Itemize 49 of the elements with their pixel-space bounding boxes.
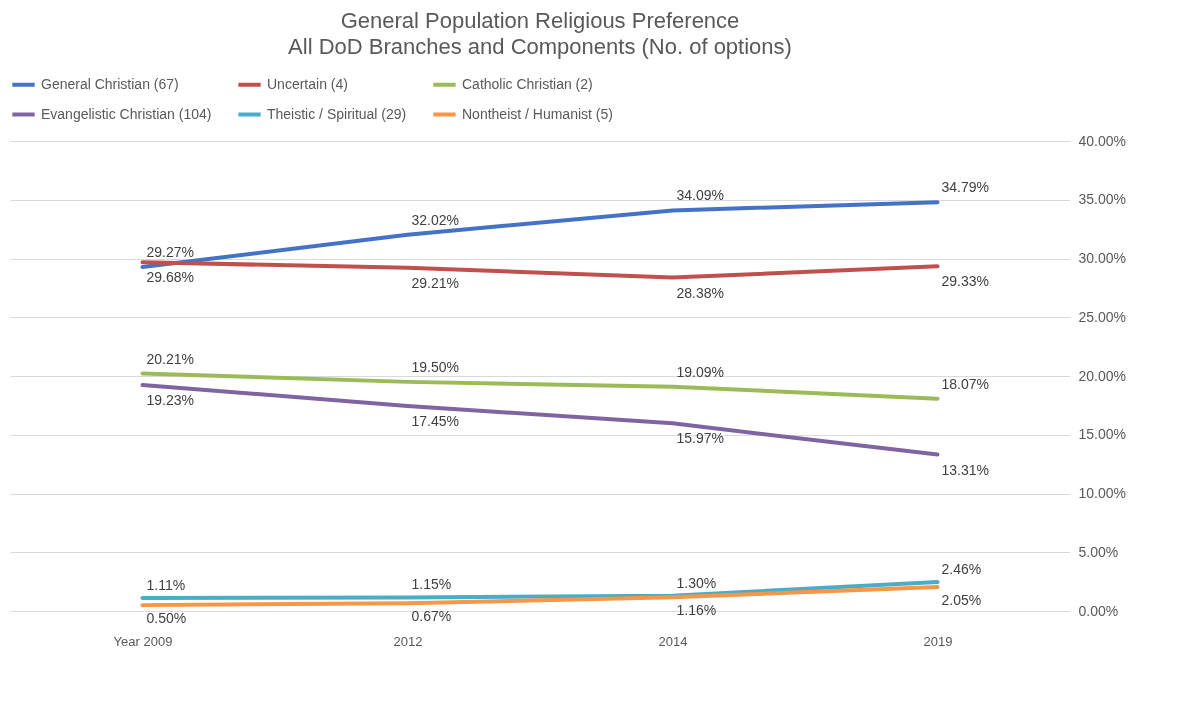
legend-label: Theistic / Spiritual (29) — [267, 105, 407, 122]
data-label: 29.68% — [146, 269, 194, 286]
data-label: 1.15% — [411, 576, 452, 593]
data-label: 29.33% — [941, 273, 989, 290]
line-series — [140, 383, 940, 457]
line-series — [140, 200, 940, 270]
data-label: 15.97% — [676, 430, 724, 447]
data-label: 19.23% — [146, 392, 194, 409]
legend-label: General Christian (67) — [41, 75, 179, 92]
x-tick-label: 2019 — [923, 633, 953, 649]
data-label: 0.50% — [146, 610, 187, 627]
data-label: 34.79% — [941, 179, 989, 196]
legend-label: Catholic Christian (2) — [462, 75, 593, 92]
y-tick-label: 5.00% — [1078, 543, 1119, 560]
data-label: 1.16% — [676, 602, 717, 619]
y-tick-label: 40.00% — [1078, 132, 1126, 149]
data-label: 19.09% — [676, 363, 724, 380]
data-label: 17.45% — [411, 412, 459, 429]
data-label: 29.21% — [411, 274, 459, 291]
data-label: 2.46% — [941, 561, 982, 578]
x-tick-label: 2012 — [393, 633, 423, 649]
y-tick-label: 30.00% — [1078, 250, 1126, 266]
chart-title: General Population Religious Preference — [340, 8, 740, 33]
data-label: 20.21% — [146, 350, 194, 367]
data-label: 1.30% — [676, 574, 717, 591]
line-series — [140, 580, 940, 600]
y-tick-label: 10.00% — [1078, 485, 1126, 501]
data-label: 32.02% — [411, 211, 459, 228]
data-label: 1.11% — [146, 576, 186, 593]
legend-label: Nontheist / Humanist (5) — [462, 105, 613, 122]
chart-subtitle: All DoD Branches and Components (No. of options) — [288, 34, 792, 59]
data-label: 28.38% — [676, 284, 724, 301]
legend-label: Evangelistic Christian (104) — [41, 105, 212, 122]
y-tick-label: 20.00% — [1078, 367, 1126, 384]
legend-label: Uncertain (4) — [267, 75, 348, 92]
data-label: 34.09% — [676, 187, 724, 204]
y-tick-label: 15.00% — [1078, 426, 1126, 443]
data-label: 18.07% — [941, 375, 989, 392]
line-series — [140, 260, 940, 280]
data-label: 13.31% — [941, 461, 989, 478]
data-label: 2.05% — [941, 591, 982, 608]
y-tick-label: 35.00% — [1078, 191, 1126, 208]
data-label: 29.27% — [146, 244, 194, 261]
y-tick-label: 25.00% — [1078, 308, 1126, 325]
x-tick-label: Year 2009 — [113, 633, 173, 649]
x-tick-label: 2014 — [658, 633, 688, 649]
y-tick-label: 0.00% — [1078, 602, 1119, 619]
data-label: 19.50% — [411, 358, 459, 375]
data-label: 0.67% — [411, 608, 452, 625]
